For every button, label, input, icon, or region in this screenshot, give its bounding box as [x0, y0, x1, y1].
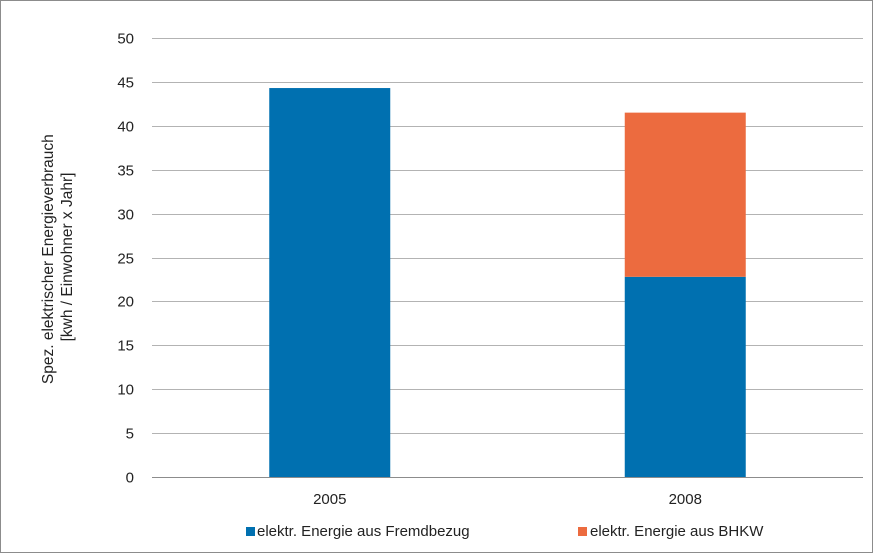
bar-2008-series-0 [624, 276, 746, 477]
x-tick-label-2005: 2005 [313, 491, 346, 508]
y-tick-label: 5 [126, 426, 134, 443]
y-tick-label: 35 [117, 163, 134, 180]
gridlines [152, 38, 863, 478]
y-axis-ticks: 0 5 10 15 20 25 30 35 40 45 50 [117, 31, 134, 487]
y-tick-label: 10 [117, 382, 134, 399]
bar-2008-series-1 [624, 112, 746, 277]
legend-swatch-bhkw [578, 527, 587, 536]
y-axis-label-line-2: [kwh / Einwohner x Jahr] [59, 173, 76, 342]
bars [269, 88, 746, 478]
y-tick-label: 50 [117, 31, 134, 48]
y-tick-label: 0 [126, 470, 134, 487]
legend: elektr. Energie aus Fremdbezug elektr. E… [246, 523, 764, 540]
bar-2005-series-0 [269, 88, 391, 478]
legend-label-fremdbezug: elektr. Energie aus Fremdbezug [257, 523, 470, 540]
legend-swatch-fremdbezug [246, 527, 255, 536]
x-axis-ticks: 2005 2008 [313, 491, 702, 508]
y-tick-label: 45 [117, 75, 134, 92]
y-axis-label: Spez. elektrischer Energieverbrauch [kwh… [40, 130, 76, 384]
y-tick-label: 20 [117, 294, 134, 311]
x-tick-label-2008: 2008 [669, 491, 702, 508]
y-tick-label: 30 [117, 207, 134, 224]
y-tick-label: 40 [117, 119, 134, 136]
y-tick-label: 15 [117, 338, 134, 355]
y-tick-label: 25 [117, 251, 134, 268]
legend-label-bhkw: elektr. Energie aus BHKW [590, 523, 764, 540]
y-axis-label-line-1: Spez. elektrischer Energieverbrauch [40, 134, 57, 384]
